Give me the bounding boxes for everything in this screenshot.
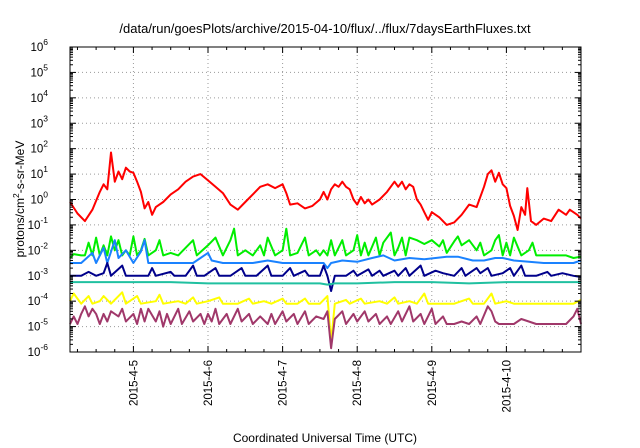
y-axis-label-exponent: 2 <box>11 193 21 198</box>
y-tick-base: 10 <box>28 245 41 257</box>
y-tick-exponent: 3 <box>43 113 48 123</box>
y-tick-exponent: -4 <box>40 291 48 301</box>
y-tick-exponent: 4 <box>43 88 48 98</box>
series-line-7 <box>69 305 582 350</box>
x-tick-label: 2015-4-7 <box>278 360 290 406</box>
x-tick-label: 2015-4-5 <box>128 360 140 406</box>
y-tick-base: 10 <box>28 347 41 359</box>
y-tick-label: 10-1 <box>28 215 49 232</box>
y-tick-label: 10-4 <box>28 291 49 308</box>
y-tick-base: 10 <box>28 296 41 308</box>
y-tick-exponent: 1 <box>43 164 48 174</box>
x-tick-label: 2015-4-10 <box>501 360 513 412</box>
y-tick-base: 10 <box>28 220 41 232</box>
y-tick-base: 10 <box>30 144 43 156</box>
chart-title: /data/run/goesPlots/archive/2015-04-10/f… <box>119 21 531 36</box>
axes-group: 2015-4-5 2015-4-6 2015-4-7 2015-4-8 2015-4-9… <box>28 37 581 412</box>
y-tick-base: 10 <box>30 93 43 105</box>
series-group <box>69 151 582 350</box>
x-tick-label: 2015-4-9 <box>427 360 439 406</box>
y-tick-label: 10-5 <box>28 317 49 334</box>
y-tick-label: 10-6 <box>28 342 49 359</box>
y-tick-exponent: -1 <box>40 215 48 225</box>
y-tick-exponent: 0 <box>43 190 48 200</box>
y-tick-base: 10 <box>28 271 41 283</box>
series-line-5 <box>70 281 581 286</box>
y-tick-exponent: 5 <box>43 62 48 72</box>
y-tick-exponent: 6 <box>43 37 48 47</box>
y-tick-base: 10 <box>28 322 41 334</box>
y-tick-label: 102 <box>30 139 48 156</box>
y-tick-label: 103 <box>30 113 48 130</box>
series-line-3 <box>70 239 582 270</box>
y-tick-label: 106 <box>30 37 48 54</box>
y-tick-label: 10-3 <box>28 266 49 283</box>
series-line-6 <box>69 291 582 343</box>
grid-lines <box>70 47 581 352</box>
x-axis-label: Coordinated Universal Time (UTC) <box>233 431 417 445</box>
series-line-2 <box>69 227 582 259</box>
x-tick-label: 2015-4-8 <box>352 360 364 406</box>
y-tick-exponent: -2 <box>40 240 48 250</box>
y-tick-exponent: -5 <box>40 317 48 327</box>
y-tick-label: 104 <box>30 88 48 105</box>
y-tick-base: 10 <box>30 42 43 54</box>
y-tick-label: 101 <box>30 164 48 181</box>
y-tick-exponent: -3 <box>40 266 48 276</box>
y-tick-label: 10-2 <box>28 240 49 257</box>
y-axis-label-rest: -s-sr-MeV <box>13 141 27 194</box>
y-tick-exponent: -6 <box>40 342 48 352</box>
y-tick-base: 10 <box>30 118 43 130</box>
y-axis-label-base: protons/cm <box>13 198 27 257</box>
y-tick-base: 10 <box>30 169 43 181</box>
y-tick-base: 10 <box>30 195 43 207</box>
y-tick-base: 10 <box>30 67 43 79</box>
y-axis-label: protons/cm2-s-sr-MeV <box>11 141 27 258</box>
y-tick-label: 100 <box>30 190 48 207</box>
series-line-1 <box>69 151 582 231</box>
x-tick-label: 2015-4-6 <box>203 360 215 406</box>
y-tick-label: 105 <box>30 62 48 79</box>
y-tick-exponent: 2 <box>43 139 48 149</box>
